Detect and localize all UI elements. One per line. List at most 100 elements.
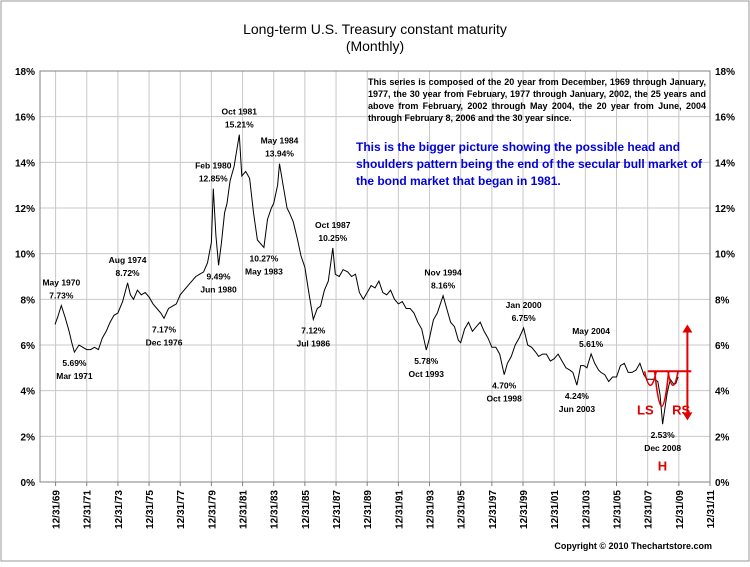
y-tick-label-right: 8%: [715, 295, 730, 306]
annotation-date: Dec 1976: [146, 337, 183, 347]
y-tick-label-left: 4%: [21, 387, 36, 398]
y-tick-label-right: 0%: [715, 478, 730, 489]
annotation-value: 5.69%: [62, 358, 87, 368]
annotation-layer: May 1970 7.73% 5.69% Mar 1971 Aug 1974 8.72% 7…: [42, 107, 681, 454]
y-tick-label-right: 10%: [715, 250, 735, 261]
y-tick-label-left: 14%: [15, 158, 35, 169]
x-tick-label: 12/31/83: [270, 490, 281, 529]
grid-layer: [40, 71, 711, 482]
annotation-date: Oct 1998: [486, 394, 522, 404]
x-tick-label: 12/31/97: [488, 490, 499, 529]
annotation-value: 12.85%: [199, 174, 228, 184]
annotation-value: 7.17%: [152, 324, 177, 334]
copyright-text: Copyright © 2010 Thechartstore.com: [554, 541, 712, 551]
annotation-value: 7.73%: [49, 290, 74, 300]
commentary-text: This is the bigger picture showing the p…: [356, 140, 703, 188]
y-tick-label-left: 18%: [15, 67, 35, 78]
x-tick-label: 12/31/75: [145, 490, 156, 529]
series-note-box: This series is composed of the 20 year f…: [368, 77, 706, 123]
y-tick-label-right: 6%: [715, 341, 730, 352]
x-tick-label: 12/31/09: [675, 490, 686, 529]
annotation-value: 7.12%: [301, 325, 326, 335]
plot-area-border: [39, 70, 711, 483]
y-tick-label-left: 6%: [21, 341, 36, 352]
y-tick-label-right: 16%: [715, 113, 735, 124]
x-tick-label: 12/31/73: [114, 490, 125, 529]
left-shoulder-label: LS: [637, 402, 654, 417]
x-tick-label: 12/31/89: [363, 490, 374, 529]
annotation-date: May 1984: [261, 136, 299, 146]
annotation-date: Oct 1993: [409, 369, 445, 379]
annotation-date: Oct 1981: [222, 107, 258, 117]
y-tick-label-left: 2%: [21, 432, 36, 443]
annotation-date: Nov 1994: [424, 268, 462, 278]
head-label: H: [658, 459, 667, 474]
x-tick-label: 12/31/87: [332, 490, 343, 529]
annotation-date: Oct 1987: [315, 220, 351, 230]
y-tick-label-left: 16%: [15, 113, 35, 124]
annotation-date: May 1970: [42, 277, 80, 287]
x-tick-label: 12/31/77: [176, 490, 187, 529]
target-arrow-down-head: [682, 412, 693, 421]
annotation-value: 5.61%: [579, 339, 604, 349]
x-tick-label: 12/31/03: [581, 490, 592, 529]
x-tick-label: 12/31/93: [426, 490, 437, 529]
annotation-date: Jan 2000: [506, 300, 542, 310]
y-tick-label-right: 18%: [715, 67, 735, 78]
annotation-value: 9.49%: [207, 271, 232, 281]
y-tick-label-left: 10%: [15, 250, 35, 261]
x-tick-label: 12/31/05: [613, 490, 624, 529]
annotation-date: Jul 1986: [297, 338, 331, 348]
annotation-date: May 2004: [572, 326, 610, 336]
pattern-layer: LS RSH: [637, 324, 693, 474]
x-tick-label: 12/31/69: [52, 490, 63, 529]
x-tick-label: 12/31/71: [83, 490, 94, 529]
annotation-value: 6.75%: [512, 313, 537, 323]
right-shoulder-arc: [667, 371, 679, 387]
annotation-date: Mar 1971: [56, 371, 93, 381]
target-arrow-up-head: [682, 324, 693, 333]
x-tick-label: 12/31/79: [207, 490, 218, 529]
annotation-date: May 1983: [245, 267, 283, 277]
annotation-value: 2.53%: [651, 430, 676, 440]
annotation-date: Feb 1980: [195, 161, 232, 171]
annotation-value: 10.25%: [318, 233, 347, 243]
x-tick-label: 12/31/81: [239, 490, 250, 529]
x-tick-label: 12/31/11: [706, 490, 717, 529]
y-tick-label-left: 8%: [21, 295, 36, 306]
annotation-value: 4.70%: [492, 381, 517, 391]
annotation-value: 8.72%: [116, 268, 141, 278]
x-tick-label: 12/31/99: [519, 490, 530, 529]
annotation-date: Dec 2008: [644, 443, 681, 453]
y-tick-label-right: 14%: [715, 158, 735, 169]
annotation-value: 5.78%: [414, 356, 439, 366]
annotation-value: 15.21%: [225, 120, 254, 130]
annotation-value: 4.24%: [565, 391, 590, 401]
chart-title: Long-term U.S. Treasury constant maturit…: [243, 21, 507, 37]
axis-layer: 0% 0% 2% 2% 4% 4% 6% 6% 8% 8% 10% 10% 12% 12% 14% 14% 16…: [15, 67, 735, 529]
annotation-value: 8.16%: [431, 281, 456, 291]
x-tick-label: 12/31/91: [394, 490, 405, 529]
y-tick-label-right: 12%: [715, 204, 735, 215]
y-tick-label-left: 12%: [15, 204, 35, 215]
x-tick-label: 12/31/01: [550, 490, 561, 529]
series-note-text: This series is composed of the 20 year f…: [368, 77, 706, 123]
annotation-value: 10.27%: [249, 254, 278, 264]
chart-subtitle: (Monthly): [346, 38, 404, 54]
head-arc: [653, 371, 670, 408]
commentary-box: This is the bigger picture showing the p…: [356, 140, 703, 188]
y-tick-label-left: 0%: [21, 478, 36, 489]
y-tick-label-right: 2%: [715, 432, 730, 443]
annotation-date: Aug 1974: [109, 255, 147, 265]
x-tick-label: 12/31/85: [301, 490, 312, 529]
x-tick-label: 12/31/95: [457, 490, 468, 529]
y-tick-label-right: 4%: [715, 387, 730, 398]
annotation-value: 13.94%: [265, 149, 294, 159]
series-line-treasury-yield: [54, 134, 679, 425]
x-tick-label: 12/31/07: [644, 490, 655, 529]
annotation-date: Jun 1980: [200, 284, 237, 294]
